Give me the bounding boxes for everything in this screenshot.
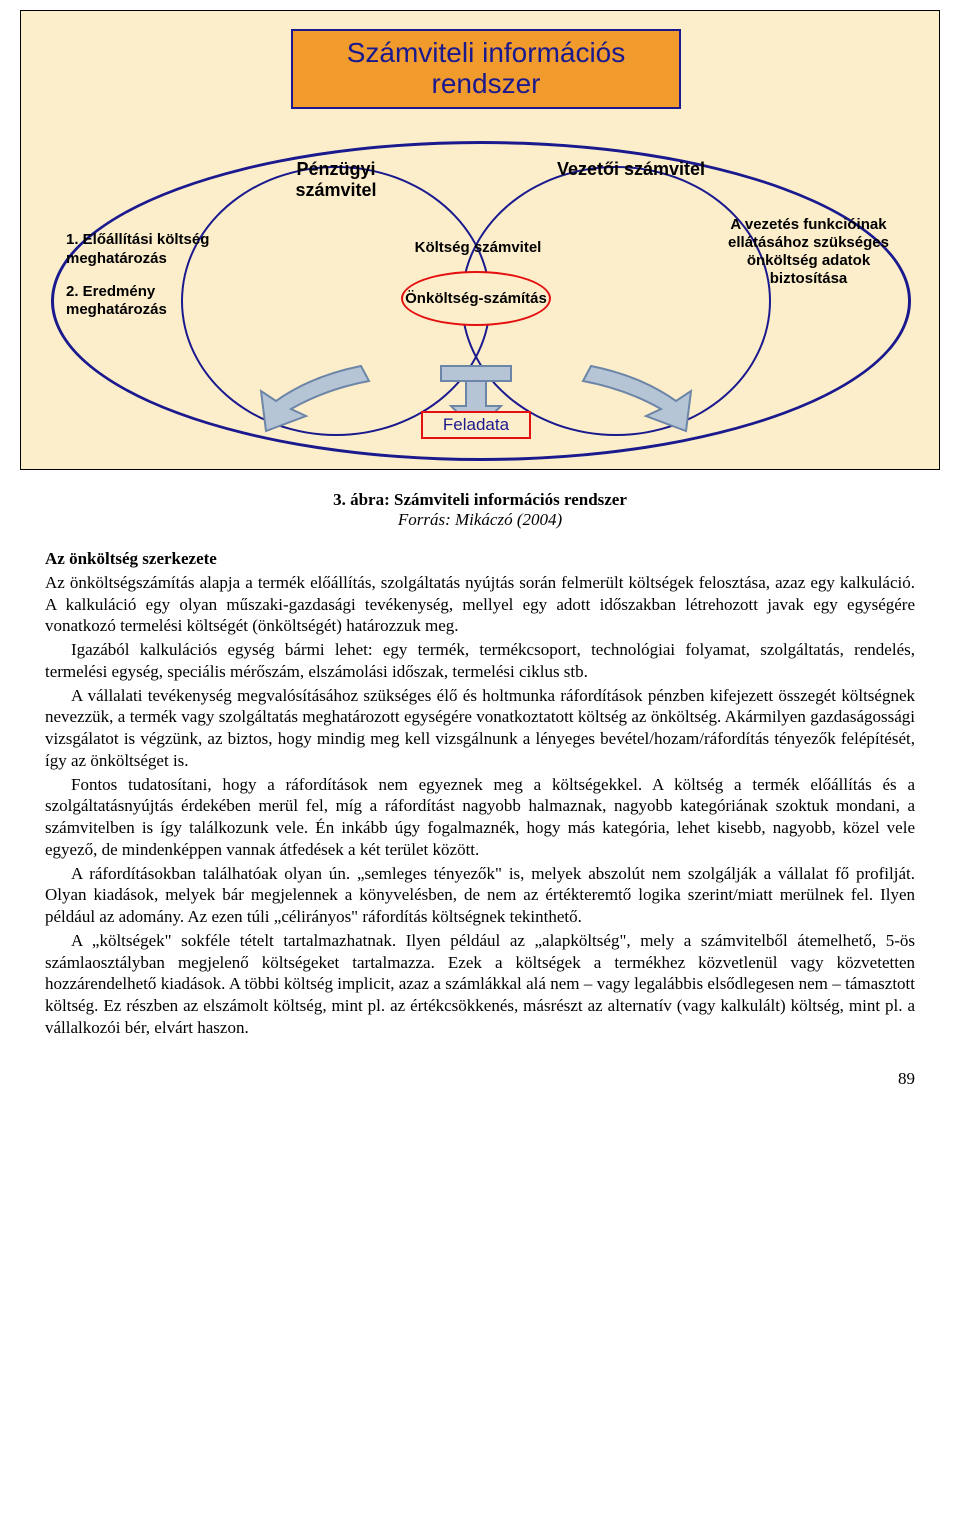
middle-top-label: Költség számvitel <box>398 239 558 256</box>
paragraph: A vállalati tevékenység megvalósításához… <box>45 685 915 772</box>
right-circle-label: Vezetői számvitel <box>556 159 706 180</box>
venn-diagram: Számviteli információs rendszer Pénzügyi… <box>20 10 940 470</box>
section-heading: Az önköltség szerkezete <box>45 548 915 570</box>
page-number: 89 <box>45 1069 915 1089</box>
figure-source: Forrás: Mikáczó (2004) <box>0 510 960 530</box>
figure-caption: 3. ábra: Számviteli információs rendszer <box>0 490 960 510</box>
left-item-1: 1. Előállítási költség meghatározás <box>66 231 231 269</box>
right-text: A vezetés funkcióinak ellátásához szüksé… <box>711 216 906 288</box>
left-list: 1. Előállítási költség meghatározás 2. E… <box>66 231 231 334</box>
paragraph: A „költségek" sokféle tételt tartalmazha… <box>45 930 915 1039</box>
diagram-title-box: Számviteli információs rendszer <box>291 29 681 109</box>
arrow-left <box>251 361 381 441</box>
left-item-2: 2. Eredmény meghatározás <box>66 283 231 321</box>
paragraph: A ráfordításokban találhatóak olyan ún. … <box>45 863 915 928</box>
bottom-box: Feladata <box>421 411 531 439</box>
paragraph: Fontos tudatosítani, hogy a ráfordítások… <box>45 774 915 861</box>
left-circle-label: Pénzügyi számvitel <box>256 159 416 200</box>
paragraph: Igazából kalkulációs egység bármi lehet:… <box>45 639 915 683</box>
body-text: Az önköltség szerkezete Az önköltségszám… <box>45 548 915 1039</box>
arrow-right <box>571 361 701 441</box>
paragraph: Az önköltségszámítás alapja a termék elő… <box>45 572 915 637</box>
center-ellipse: Önköltség-számítás <box>401 271 551 326</box>
